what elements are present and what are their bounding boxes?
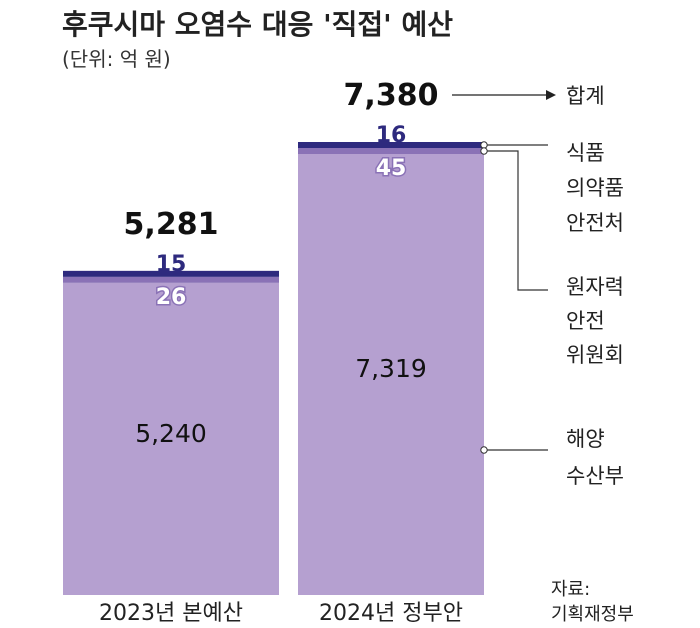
labels-group: 5,281 15 26 5,240 2023년 본예산 7,380 16 45 7,319 202…: [99, 78, 463, 626]
bar-segment-mfds-0: [63, 270, 279, 277]
source-line-0: 자료:: [551, 579, 590, 600]
mof-value-label-1: 7,319: [355, 354, 427, 383]
bar-segment-mfds-1: [298, 142, 484, 148]
mfds-value-label-0: 15: [156, 252, 187, 277]
category-label-0: 2023년 본예산: [99, 601, 243, 626]
nssc-leader-line: [487, 150, 548, 291]
legend-mof-line-1: 수산부: [566, 464, 624, 488]
legend-mfds-line-1: 의약품: [566, 176, 624, 200]
total-value-label-1: 7,380: [344, 78, 439, 113]
mfds-leader-dot: [480, 141, 488, 149]
bar-segment-mof-0: [63, 282, 279, 595]
total-value-label-0: 5,281: [124, 207, 219, 242]
mof-leader-dot: [480, 446, 488, 454]
bars-group: [63, 142, 484, 595]
legend-mfds-line-0: 식품: [566, 141, 605, 165]
bar-segment-mof-1: [298, 154, 484, 595]
legend-mof-line-0: 해양: [566, 427, 605, 451]
bar-segment-nssc-0: [63, 276, 279, 283]
chart-title: 후쿠시마 오염수 대응 '직접' 예산: [62, 8, 453, 41]
nssc-leader-dot: [480, 147, 488, 155]
total-arrow-head-icon: [546, 90, 556, 100]
legend-total-label: 합계: [566, 84, 605, 108]
legend-nssc-line-2: 위원회: [566, 343, 624, 367]
nssc-value-label-1: 45: [376, 156, 407, 181]
nssc-value-label-0: 26: [156, 285, 187, 310]
legend-mfds-line-2: 안전처: [566, 211, 624, 235]
source-note: 자료: 기획재정부: [551, 579, 634, 625]
mof-value-label-0: 5,240: [135, 419, 207, 448]
legend-nssc-line-0: 원자력: [566, 275, 624, 299]
mfds-value-label-1: 16: [376, 123, 407, 148]
source-line-1: 기획재정부: [551, 604, 634, 625]
legend-nssc-line-1: 안전: [566, 309, 605, 333]
bar-segment-nssc-1: [298, 148, 484, 154]
category-label-1: 2024년 정부안: [319, 601, 463, 626]
chart-subtitle: (단위: 억 원): [62, 47, 171, 71]
